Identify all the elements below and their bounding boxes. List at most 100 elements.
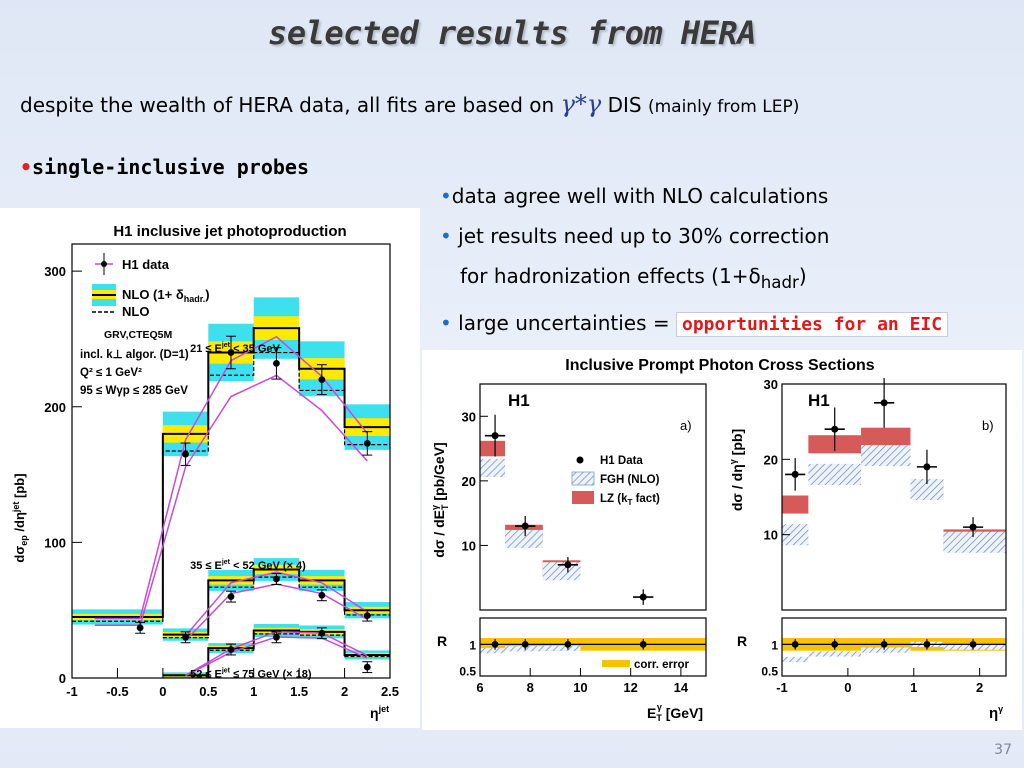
x-tick-label: 1 [910,680,917,695]
x-tick-label: 6 [476,680,483,695]
y-tick-label: 20 [462,474,476,489]
x-tick-label: -1 [776,680,788,695]
prompt-photon-chart: Inclusive Prompt Photon Cross Sections 1… [422,350,1022,730]
data-point [791,470,799,478]
data-point [227,349,235,356]
x-tick-label: 0.5 [199,684,217,699]
ratio-point [791,640,799,648]
chart-background [0,208,420,728]
ratio-point [491,640,499,648]
x-tick-label: 8 [527,680,534,695]
data-point [273,575,280,583]
ratio-point [880,640,888,648]
ratio-point [831,640,839,648]
jet-legend: H1 data NLO (1+ δhadr.) NLO GRV,CTEQ5M i… [80,253,210,397]
data-point [639,593,647,601]
ratio-fgh-band [861,647,911,653]
note-item: for hadronization effects (1+δhadr) [440,256,948,303]
panel-b-tag: b) [982,418,994,433]
bullet-icon: • [440,311,452,335]
nlo-no-hadr-line [162,633,390,677]
jet-ylabel: dσep /dηjet [pb] [11,473,29,562]
data-point [491,432,499,440]
panel-a-h1-label: H1 [508,391,530,410]
y-tick-label: 100 [44,535,66,550]
data-point [273,359,280,367]
data-point [227,646,235,653]
data-point [273,633,280,641]
y-tick-label: 30 [764,377,778,392]
fgh-band [861,445,911,467]
ratio-point [923,640,931,648]
legend-algo-label: incl. k⊥ algor. (D=1) [80,349,189,361]
x-tick-label: 1.5 [290,684,308,699]
fgh-band [480,458,506,477]
eic-highlight: opportunities for an EIC [676,312,949,337]
ratio-tick-label: 0.5 [761,665,778,679]
note-item: • jet results need up to 30% correction [440,216,948,256]
y-tick-label: 20 [764,452,778,467]
x-tick-label: 0 [159,684,166,699]
chart-title: H1 inclusive jet photoproduction [113,223,346,240]
subtitle-text: despite the wealth of HERA data, all fit… [20,93,555,117]
data-point [182,450,189,458]
probes-bullet: •single-inclusive probes [20,155,309,179]
lz-band [782,495,809,514]
plot-frame [781,383,1007,611]
fgh-band [943,531,1006,553]
x-tick-label: 10 [573,680,587,695]
hadronization-line [185,571,368,637]
panel-b-h1-label: H1 [808,391,830,410]
x-tick-label: -1 [66,684,78,699]
fgh-band [808,463,862,485]
panel-b: 10 20 30 0.5 1 -1 0 1 2 [761,377,1007,695]
legend-corr-swatch [602,660,630,667]
ratio-frame [781,617,1007,677]
subtitle-dis: DIS [607,93,642,117]
lz-band [861,427,911,446]
panel-a: 10 20 30 0.5 1 6 8 10 12 14 [459,383,707,695]
x-tick-label: 0 [844,680,851,695]
data-point [182,633,189,641]
ratio-frame [479,617,707,677]
data-point [831,425,839,433]
jet-photoproduction-chart: H1 inclusive jet photoproduction 21 ≤ Ej… [0,208,420,728]
legend-h1-label: H1 Data [600,455,643,467]
lz-band [480,440,506,457]
x-tick-label: 12 [623,680,637,695]
series-label: 35 ≤ Ejet < 52 GeV (× 4) [190,559,306,572]
bullet-icon: • [440,224,452,248]
panel-b-ratio-label: R [737,633,747,649]
data-point [318,629,326,637]
ratio-point [564,640,572,648]
bullet-icon: • [440,184,452,208]
ratio-fgh-band [480,648,506,654]
ratio-fgh-band [542,645,581,652]
page-number: 37 [994,742,1012,758]
legend-h1-point [576,456,584,464]
note-text: data agree well with NLO calculations [451,184,829,208]
x-tick-label: 1 [250,684,257,699]
data-point [363,663,371,671]
photon-chart-title: Inclusive Prompt Photon Cross Sections [565,357,874,374]
note-text: for hadronization effects (1+δ [460,264,761,288]
y-tick-label: 300 [44,264,66,279]
jet-plot-area: 21 ≤ Ejet < 35 GeV 35 ≤ Ejet < 52 GeV (× … [44,243,399,699]
ratio-point [521,640,529,648]
x-tick-label: 2.5 [381,684,399,699]
ratio-tick-label: 1 [469,638,476,652]
x-tick-label: -0.5 [106,684,128,699]
legend-nlo-label: NLO [122,304,149,319]
subtitle-paren: (mainly from LEP) [647,97,800,117]
note-item: •data agree well with NLO calculations [440,176,948,216]
notes-list: •data agree well with NLO calculations •… [440,176,949,345]
data-point [318,591,326,599]
x-tick-label: 2 [341,684,348,699]
legend-lz-label: LZ (kT fact) [600,493,660,507]
legend-fgh-swatch [571,471,595,486]
legend-lz-swatch [572,491,594,504]
probes-text: single-inclusive probes [32,155,309,179]
legend-pdf-label: GRV,CTEQ5M [104,329,173,341]
ratio-point [969,640,977,648]
note-sub: hadr [760,273,799,292]
